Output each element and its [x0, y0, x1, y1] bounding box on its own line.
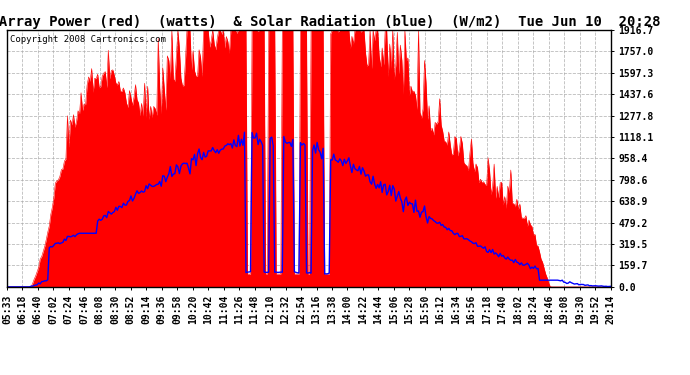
Text: Copyright 2008 Cartronics.com: Copyright 2008 Cartronics.com — [10, 35, 166, 44]
Title: East Array Power (red)  (watts)  & Solar Radiation (blue)  (W/m2)  Tue Jun 10  2: East Array Power (red) (watts) & Solar R… — [0, 15, 660, 29]
